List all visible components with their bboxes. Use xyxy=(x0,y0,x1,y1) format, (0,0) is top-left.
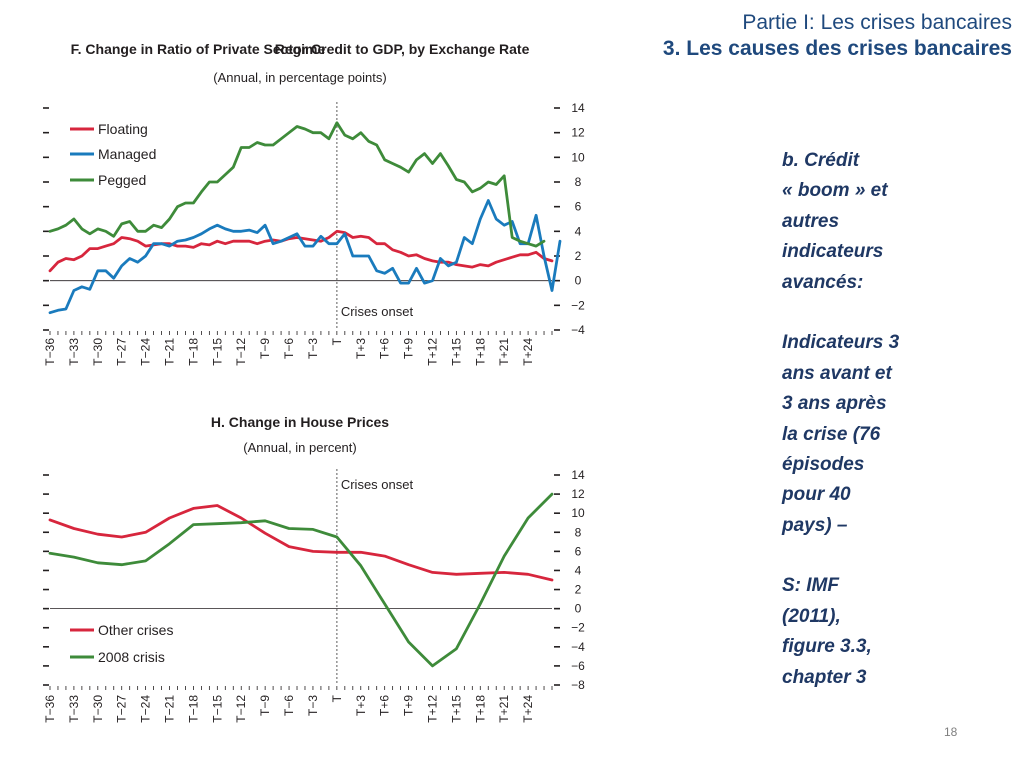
x-tick-label: T−9 xyxy=(258,338,272,359)
legend-label: Other crises xyxy=(98,622,173,638)
x-tick-label: T−15 xyxy=(210,338,224,366)
slide-header: Partie I: Les crises bancaires 3. Les ca… xyxy=(663,10,1012,63)
x-tick-label: T+3 xyxy=(354,338,368,359)
chart-credit-ratio: RegimeF. Change in Ratio of Private Sect… xyxy=(43,41,585,366)
x-tick-label: T+24 xyxy=(521,695,535,723)
y-tick-label: −4 xyxy=(571,640,585,654)
x-tick-label: T−12 xyxy=(234,338,248,366)
x-tick-label: T+6 xyxy=(378,338,392,359)
y-tick-label: 14 xyxy=(571,468,585,482)
x-tick-label: T−6 xyxy=(282,338,296,359)
y-tick-label: 14 xyxy=(571,101,585,115)
x-tick-label: T+6 xyxy=(378,695,392,716)
series-line-floating xyxy=(48,229,554,273)
chart-title-line: F. Change in Ratio of Private Sector Cre… xyxy=(71,41,530,57)
x-tick-label: T−36 xyxy=(43,338,57,366)
y-tick-label: −8 xyxy=(571,678,585,692)
x-tick-label: T−24 xyxy=(139,338,153,366)
chart-title: RegimeF. Change in Ratio of Private Sect… xyxy=(71,41,530,57)
series-line-other-crises xyxy=(48,504,554,582)
series-line-pegged xyxy=(48,121,546,248)
x-tick-label: T−9 xyxy=(258,695,272,716)
x-tick-label: T−15 xyxy=(210,695,224,723)
y-tick-label: 4 xyxy=(575,224,582,238)
legend-label: Managed xyxy=(98,146,156,162)
x-tick-label: T−18 xyxy=(186,695,200,723)
subsection-title: 3. Les causes des crises bancaires xyxy=(662,37,1012,61)
x-tick-label: T−33 xyxy=(67,338,81,366)
y-tick-label: 0 xyxy=(575,274,582,288)
side-notes: b. Crédit « boom » et autres indicateurs… xyxy=(782,150,900,688)
x-tick-label: T−18 xyxy=(186,338,200,366)
x-tick-label: T−12 xyxy=(234,695,248,723)
y-tick-label: 6 xyxy=(575,544,582,558)
page-number: 18 xyxy=(944,725,958,739)
x-tick-label: T−36 xyxy=(43,695,57,723)
x-tick-label: T xyxy=(330,694,344,702)
x-tick-label: T−27 xyxy=(115,338,129,366)
y-tick-label: 4 xyxy=(575,563,582,577)
x-tick-label: T−6 xyxy=(282,695,296,716)
y-tick-label: 12 xyxy=(571,126,585,140)
x-tick-label: T+15 xyxy=(449,695,463,723)
y-tick-label: 10 xyxy=(571,150,585,164)
x-tick-label: T+9 xyxy=(402,338,416,359)
legend-label: Pegged xyxy=(98,172,146,188)
y-tick-label: 2 xyxy=(575,583,582,597)
crises-onset-label: Crises onset xyxy=(341,477,414,492)
x-tick-label: T+12 xyxy=(425,695,439,723)
x-tick-label: T+21 xyxy=(497,695,511,723)
y-tick-label: 8 xyxy=(575,175,582,189)
x-tick-label: T+21 xyxy=(497,338,511,366)
x-tick-label: T−33 xyxy=(67,695,81,723)
x-tick-label: T xyxy=(330,337,344,345)
x-tick-label: T−3 xyxy=(306,695,320,716)
y-tick-label: 12 xyxy=(571,487,585,501)
x-tick-label: T−30 xyxy=(91,695,105,723)
legend-label: 2008 crisis xyxy=(98,649,165,665)
x-tick-label: T+18 xyxy=(473,338,487,366)
x-tick-label: T−30 xyxy=(91,338,105,366)
x-tick-label: T+12 xyxy=(425,338,439,366)
x-tick-label: T−24 xyxy=(139,695,153,723)
y-tick-label: −2 xyxy=(571,621,585,635)
x-tick-label: T−27 xyxy=(115,695,129,723)
y-tick-label: 10 xyxy=(571,506,585,520)
x-tick-label: T+9 xyxy=(402,695,416,716)
chart-house-prices: H. Change in House Prices (Annual, in per… xyxy=(43,414,585,723)
y-tick-label: 0 xyxy=(575,602,582,616)
series-line-managed xyxy=(48,199,562,315)
y-tick-label: −6 xyxy=(571,659,585,673)
crises-onset-label: Crises onset xyxy=(341,304,414,319)
x-tick-label: T−21 xyxy=(163,695,177,723)
y-tick-label: 8 xyxy=(575,525,582,539)
chart-subtitle: (Annual, in percentage points) xyxy=(213,70,386,85)
section-title: Partie I: Les crises bancaires xyxy=(742,11,1012,34)
y-tick-label: 2 xyxy=(575,249,582,263)
x-tick-label: T+24 xyxy=(521,338,535,366)
x-tick-label: T+15 xyxy=(449,338,463,366)
y-tick-label: −4 xyxy=(571,323,585,337)
chart-subtitle: (Annual, in percent) xyxy=(243,440,356,455)
y-tick-label: 6 xyxy=(575,200,582,214)
x-tick-label: T−21 xyxy=(163,338,177,366)
x-tick-label: T−3 xyxy=(306,338,320,359)
chart-title-line: Regime xyxy=(275,41,326,57)
y-tick-label: −2 xyxy=(571,298,585,312)
legend-label: Floating xyxy=(98,121,148,137)
x-tick-label: T+18 xyxy=(473,695,487,723)
x-tick-label: T+3 xyxy=(354,695,368,716)
chart-title: H. Change in House Prices xyxy=(211,414,389,430)
series-line-2008-crisis xyxy=(48,492,554,668)
